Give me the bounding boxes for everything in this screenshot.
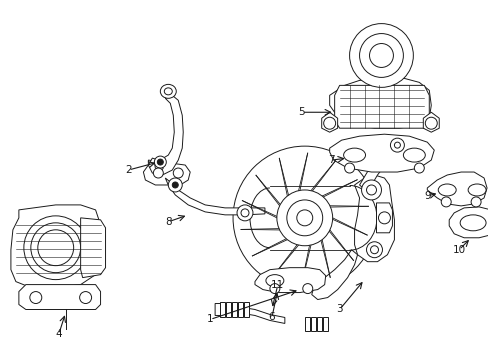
Text: 2: 2: [125, 165, 131, 175]
Circle shape: [172, 182, 178, 188]
Polygon shape: [19, 285, 101, 310]
Polygon shape: [427, 172, 486, 206]
Polygon shape: [81, 218, 105, 278]
Circle shape: [370, 246, 378, 254]
Circle shape: [349, 24, 412, 87]
Circle shape: [269, 284, 279, 293]
Circle shape: [302, 284, 312, 293]
Circle shape: [470, 197, 480, 207]
Polygon shape: [220, 302, 224, 318]
Circle shape: [31, 223, 81, 273]
Text: 1: 1: [206, 314, 213, 324]
Ellipse shape: [403, 148, 425, 162]
Circle shape: [233, 146, 376, 289]
Circle shape: [173, 168, 183, 178]
Circle shape: [237, 205, 252, 221]
Polygon shape: [354, 175, 394, 262]
Circle shape: [241, 209, 248, 217]
Text: 4: 4: [55, 329, 62, 339]
Polygon shape: [334, 85, 428, 128]
Polygon shape: [376, 203, 392, 233]
Ellipse shape: [459, 215, 485, 231]
Polygon shape: [165, 178, 264, 215]
Ellipse shape: [164, 88, 172, 95]
Polygon shape: [448, 207, 488, 238]
Circle shape: [80, 292, 91, 303]
Text: 8: 8: [164, 217, 171, 227]
Polygon shape: [329, 78, 430, 128]
Text: 5: 5: [298, 107, 305, 117]
Circle shape: [389, 138, 404, 152]
Circle shape: [24, 216, 87, 280]
Circle shape: [153, 168, 163, 178]
Circle shape: [361, 180, 381, 200]
Polygon shape: [215, 303, 285, 323]
Polygon shape: [316, 318, 321, 332]
Circle shape: [38, 230, 74, 266]
Text: 3: 3: [336, 305, 342, 315]
Circle shape: [369, 44, 393, 67]
Circle shape: [30, 292, 41, 303]
Polygon shape: [321, 112, 337, 132]
Circle shape: [366, 242, 382, 258]
Ellipse shape: [160, 84, 176, 98]
Circle shape: [378, 212, 389, 224]
Text: 11: 11: [271, 280, 284, 289]
Polygon shape: [359, 138, 404, 192]
Polygon shape: [225, 302, 230, 318]
Ellipse shape: [467, 184, 485, 196]
Circle shape: [157, 159, 163, 165]
Ellipse shape: [437, 184, 455, 196]
Polygon shape: [322, 318, 327, 332]
Circle shape: [440, 197, 450, 207]
Polygon shape: [148, 95, 183, 175]
Polygon shape: [310, 318, 315, 332]
Text: 10: 10: [452, 245, 465, 255]
Text: 6: 6: [268, 312, 275, 323]
Text: 7: 7: [327, 155, 334, 165]
Circle shape: [366, 185, 376, 195]
Circle shape: [168, 178, 182, 192]
Polygon shape: [238, 302, 243, 318]
Circle shape: [344, 163, 354, 173]
Text: 9: 9: [423, 191, 430, 201]
Circle shape: [286, 200, 322, 236]
Ellipse shape: [343, 148, 365, 162]
Circle shape: [296, 210, 312, 226]
Circle shape: [413, 163, 424, 173]
Polygon shape: [143, 160, 190, 185]
Circle shape: [323, 117, 335, 129]
Polygon shape: [244, 302, 248, 318]
Polygon shape: [11, 205, 101, 288]
Polygon shape: [423, 112, 438, 132]
Polygon shape: [254, 268, 325, 293]
Polygon shape: [329, 134, 433, 172]
Circle shape: [425, 117, 436, 129]
Polygon shape: [304, 318, 309, 332]
Polygon shape: [311, 250, 357, 300]
Circle shape: [394, 142, 400, 148]
Polygon shape: [232, 302, 237, 318]
Circle shape: [154, 156, 166, 168]
Circle shape: [359, 33, 403, 77]
Ellipse shape: [265, 275, 283, 287]
Circle shape: [276, 190, 332, 246]
